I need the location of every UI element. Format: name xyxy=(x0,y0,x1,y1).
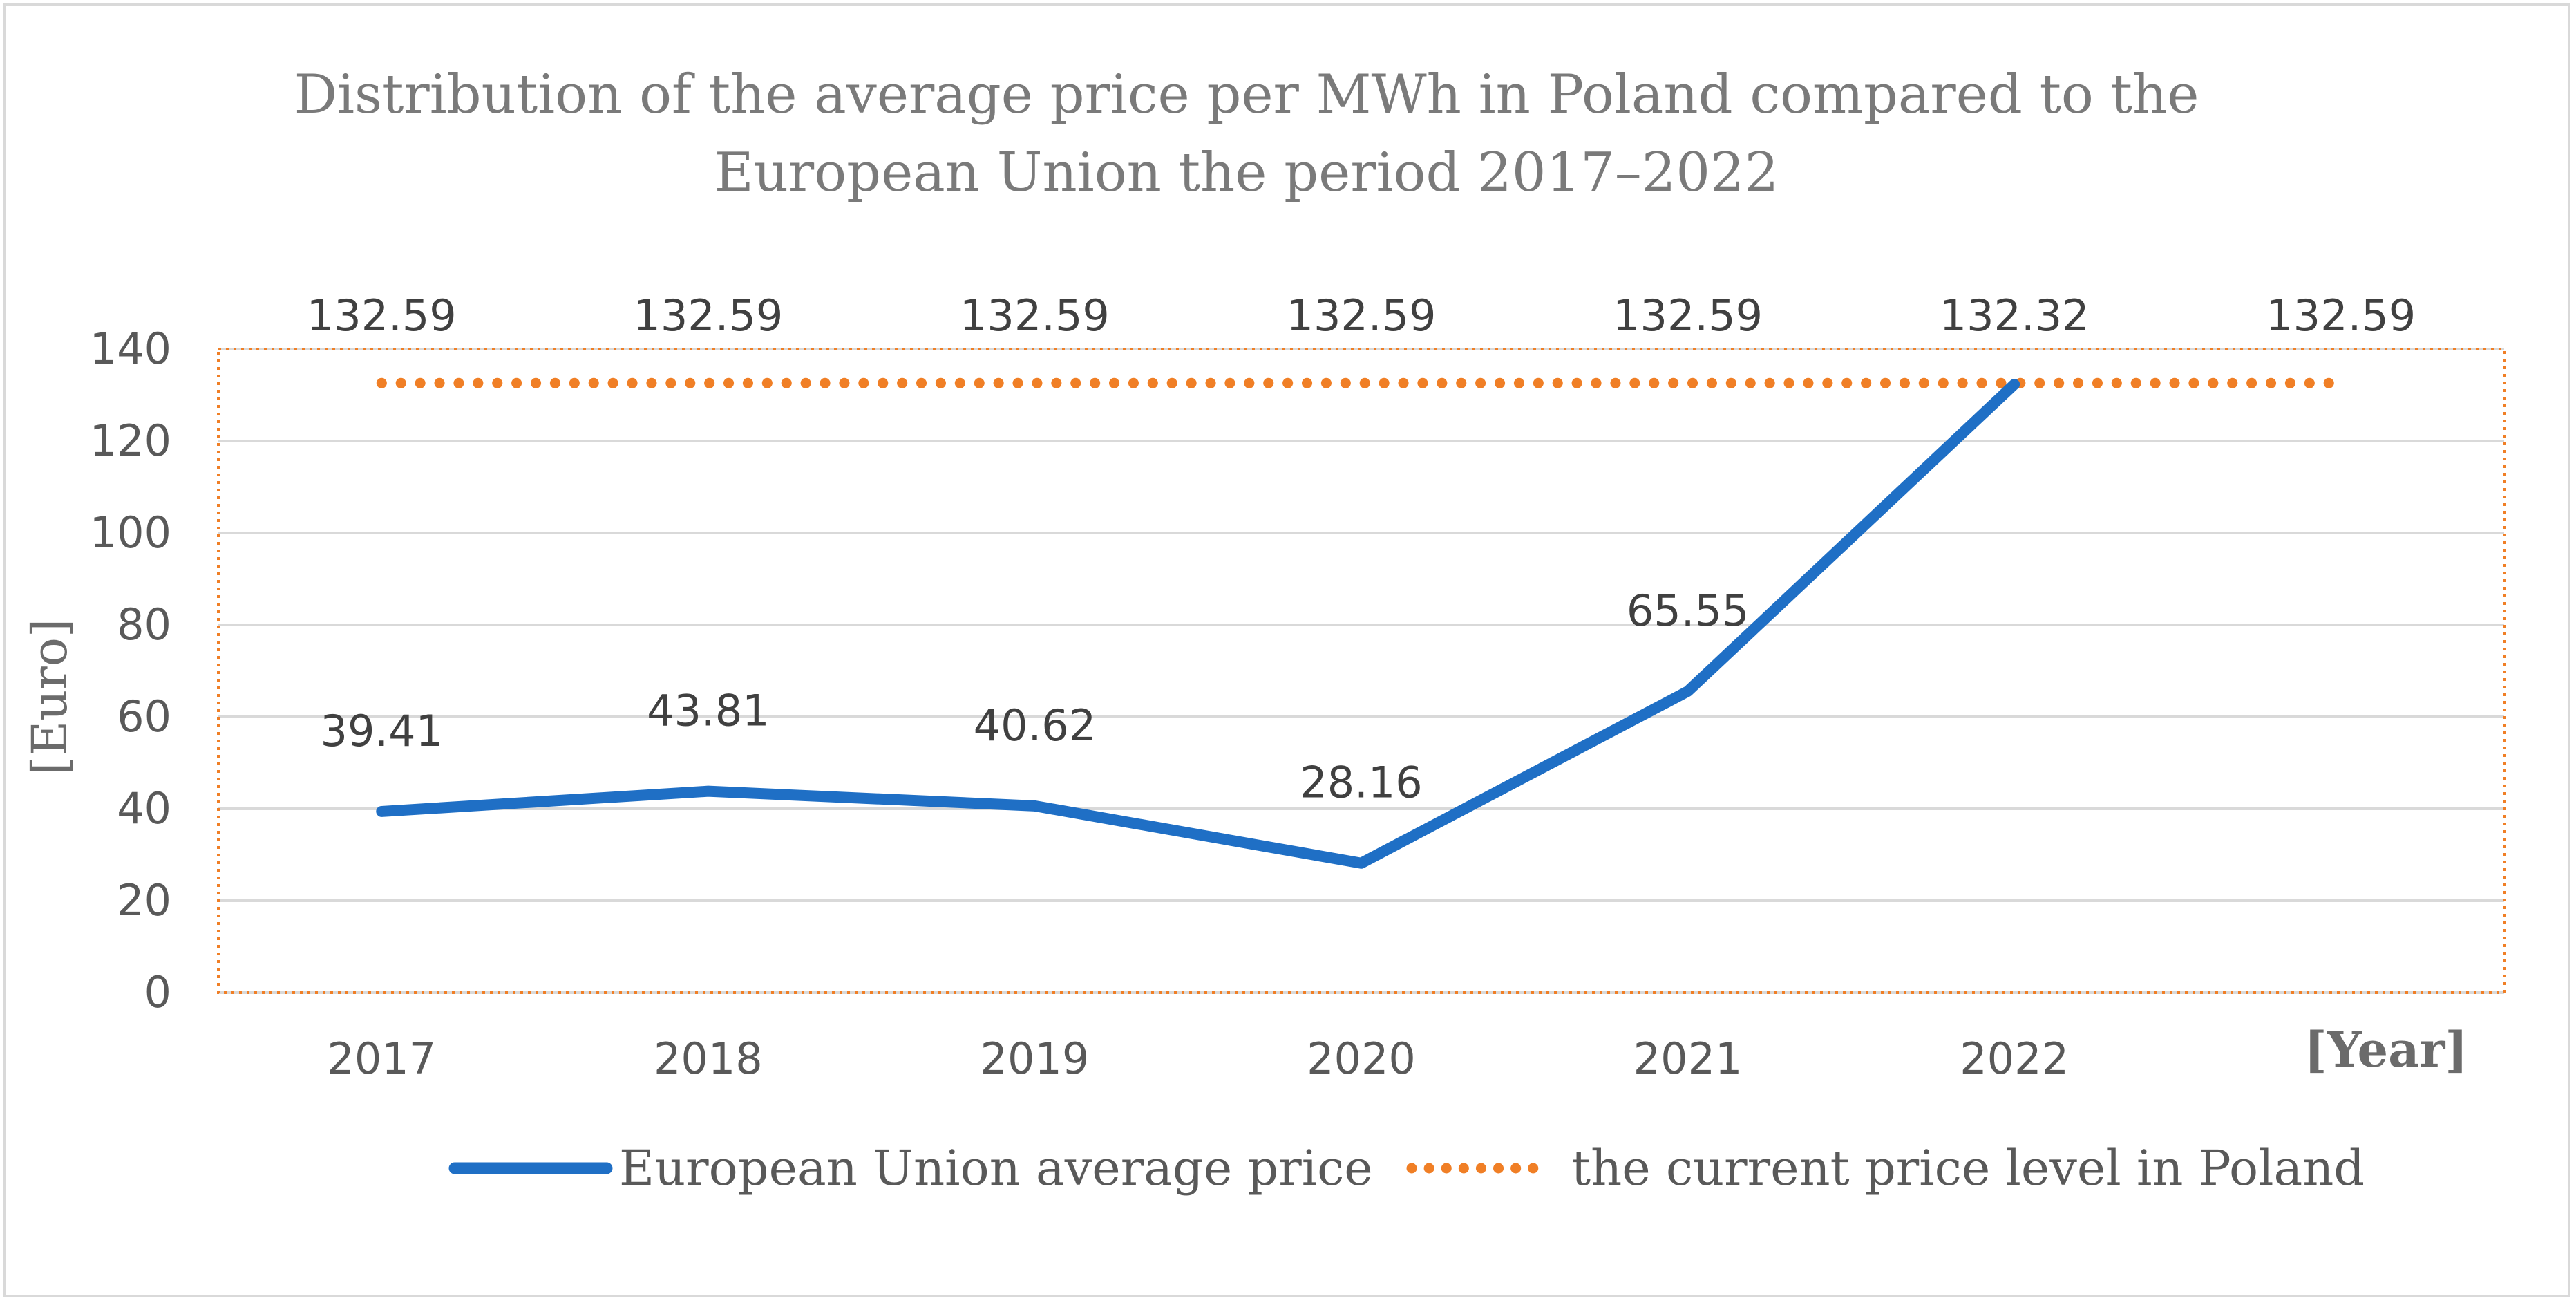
x-tick-label: 2019 xyxy=(981,1033,1090,1084)
legend: European Union average price the current… xyxy=(448,1140,2365,1197)
data-point-poland xyxy=(381,382,382,384)
line-chart: Distribution of the average price per MW… xyxy=(21,64,2506,1197)
legend-label-eu: European Union average price xyxy=(619,1140,1373,1197)
data-label-eu: 65.55 xyxy=(1627,585,1750,636)
data-label-eu: 43.81 xyxy=(647,686,770,736)
plot-area-outline xyxy=(217,348,2506,994)
data-point-poland xyxy=(1687,382,1689,384)
x-axis-title: [Year] xyxy=(2304,1021,2468,1078)
series-layer xyxy=(376,377,2347,869)
data-point-eu xyxy=(1361,863,1362,864)
data-label-poland: 132.59 xyxy=(1613,290,1763,341)
x-tick-label: 2021 xyxy=(1633,1033,1743,1084)
data-point-eu xyxy=(2014,384,2015,385)
data-point-eu xyxy=(708,791,709,792)
chart-title-line-2: European Union the period 2017–2022 xyxy=(714,142,1779,204)
y-tick-label: 60 xyxy=(117,691,171,742)
chart-frame: Distribution of the average price per MW… xyxy=(3,3,2570,1297)
data-label-poland: 132.59 xyxy=(960,290,1110,341)
y-axis-ticks: 0 20 40 60 80 100 120 140 xyxy=(90,324,171,1018)
y-tick-label: 0 xyxy=(144,967,171,1018)
data-point-poland xyxy=(2340,382,2342,384)
data-label-eu: 132.32 xyxy=(1940,290,2090,341)
data-label-eu: 28.16 xyxy=(1300,758,1423,808)
x-tick-label: 2018 xyxy=(654,1033,763,1084)
data-point-eu xyxy=(1034,805,1035,807)
x-tick-label: 2022 xyxy=(1960,1033,2069,1084)
data-label-eu: 40.62 xyxy=(974,700,1097,751)
chart-title-line-1: Distribution of the average price per MW… xyxy=(294,64,2199,126)
data-label-poland: 132.59 xyxy=(2266,290,2416,341)
data-label-poland: 132.59 xyxy=(633,290,783,341)
data-point-poland xyxy=(1361,382,1362,384)
data-label-poland: 132.59 xyxy=(307,290,457,341)
y-tick-label: 100 xyxy=(90,507,171,558)
data-labels: 39.41 43.81 40.62 28.16 65.55 132.32 132.59 132… xyxy=(307,290,2416,808)
y-tick-label: 20 xyxy=(117,875,171,926)
y-tick-label: 80 xyxy=(117,599,171,650)
gridlines xyxy=(218,348,2504,994)
x-tick-label: 2017 xyxy=(327,1033,436,1084)
series-line-eu xyxy=(376,379,2020,869)
y-tick-label: 40 xyxy=(117,783,171,834)
y-axis-title: [Euro] xyxy=(21,619,78,775)
data-label-eu: 39.41 xyxy=(321,706,444,756)
x-axis-ticks: 2017 2018 2019 2020 2021 2022 xyxy=(327,1033,2069,1084)
plot-area-border xyxy=(217,348,2506,994)
y-tick-label: 140 xyxy=(90,324,171,374)
legend-label-poland: the current price level in Poland xyxy=(1571,1140,2365,1197)
data-label-poland: 132.59 xyxy=(1287,290,1437,341)
y-tick-label: 120 xyxy=(90,415,171,466)
data-point-eu xyxy=(381,811,382,812)
data-point-poland xyxy=(708,382,709,384)
data-point-poland xyxy=(1034,382,1035,384)
data-point-eu xyxy=(1687,691,1689,692)
x-tick-label: 2020 xyxy=(1307,1033,1416,1084)
